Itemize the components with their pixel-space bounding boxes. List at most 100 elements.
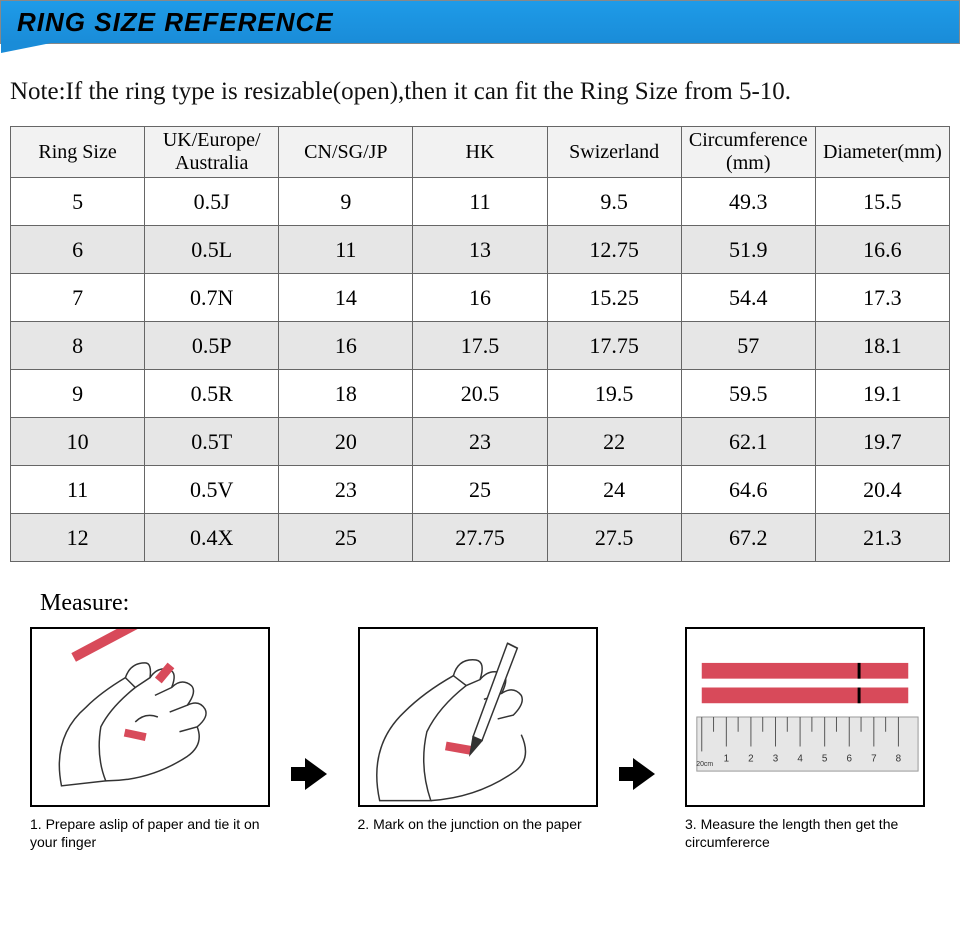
- svg-text:2: 2: [748, 753, 753, 764]
- table-cell: 0.5J: [145, 178, 279, 226]
- table-cell: 15.25: [547, 274, 681, 322]
- measure-steps: 1. Prepare aslip of paper and tie it on …: [0, 627, 960, 851]
- step-2-illustration: [358, 627, 598, 807]
- arrow-icon: [305, 758, 327, 790]
- table-cell: 7: [11, 274, 145, 322]
- table-cell: 19.7: [815, 418, 949, 466]
- table-cell: 0.5V: [145, 466, 279, 514]
- step-2: 2. Mark on the junction on the paper: [358, 627, 603, 833]
- arrow-icon: [633, 758, 655, 790]
- table-header-cell: HK: [413, 127, 547, 178]
- step-1-caption: 1. Prepare aslip of paper and tie it on …: [30, 815, 270, 851]
- table-cell: 11: [279, 226, 413, 274]
- table-cell: 0.7N: [145, 274, 279, 322]
- table-cell: 23: [413, 418, 547, 466]
- table-cell: 25: [279, 514, 413, 562]
- svg-text:4: 4: [797, 753, 803, 764]
- note-text: Note:If the ring type is resizable(open)…: [0, 44, 960, 126]
- table-cell: 27.5: [547, 514, 681, 562]
- table-cell: 22: [547, 418, 681, 466]
- table-row: 80.5P1617.517.755718.1: [11, 322, 950, 370]
- svg-text:3: 3: [773, 753, 779, 764]
- table-cell: 19.1: [815, 370, 949, 418]
- table-cell: 17.75: [547, 322, 681, 370]
- table-cell: 62.1: [681, 418, 815, 466]
- table-header-cell: UK/Europe/Australia: [145, 127, 279, 178]
- table-cell: 12: [11, 514, 145, 562]
- header-bar: RING SIZE REFERENCE: [0, 0, 960, 44]
- table-header-cell: Ring Size: [11, 127, 145, 178]
- svg-text:8: 8: [896, 753, 902, 764]
- table-cell: 18.1: [815, 322, 949, 370]
- table-cell: 51.9: [681, 226, 815, 274]
- table-cell: 15.5: [815, 178, 949, 226]
- svg-text:7: 7: [871, 753, 876, 764]
- table-cell: 27.75: [413, 514, 547, 562]
- table-cell: 0.5L: [145, 226, 279, 274]
- table-cell: 0.5R: [145, 370, 279, 418]
- table-cell: 64.6: [681, 466, 815, 514]
- table-cell: 59.5: [681, 370, 815, 418]
- table-row: 50.5J9119.549.315.5: [11, 178, 950, 226]
- table-cell: 49.3: [681, 178, 815, 226]
- table-header-cell: Diameter(mm): [815, 127, 949, 178]
- table-cell: 16: [413, 274, 547, 322]
- svg-text:6: 6: [847, 753, 853, 764]
- table-cell: 9: [279, 178, 413, 226]
- table-cell: 0.5P: [145, 322, 279, 370]
- table-header-cell: CN/SG/JP: [279, 127, 413, 178]
- measure-label: Measure:: [40, 590, 960, 617]
- table-cell: 17.5: [413, 322, 547, 370]
- table-row: 90.5R1820.519.559.519.1: [11, 370, 950, 418]
- table-cell: 25: [413, 466, 547, 514]
- table-cell: 17.3: [815, 274, 949, 322]
- table-cell: 5: [11, 178, 145, 226]
- table-cell: 9.5: [547, 178, 681, 226]
- step-1: 1. Prepare aslip of paper and tie it on …: [30, 627, 275, 851]
- step-1-illustration: [30, 627, 270, 807]
- size-table: Ring SizeUK/Europe/AustraliaCN/SG/JPHKSw…: [10, 126, 950, 562]
- table-body: 50.5J9119.549.315.560.5L111312.7551.916.…: [11, 178, 950, 562]
- table-cell: 10: [11, 418, 145, 466]
- table-cell: 11: [413, 178, 547, 226]
- header-title: RING SIZE REFERENCE: [17, 7, 334, 38]
- svg-text:1: 1: [724, 753, 729, 764]
- table-header-cell: Circumference(mm): [681, 127, 815, 178]
- step-3-caption: 3. Measure the length then get the circu…: [685, 815, 925, 851]
- table-cell: 9: [11, 370, 145, 418]
- table-cell: 23: [279, 466, 413, 514]
- table-cell: 57: [681, 322, 815, 370]
- table-cell: 20.5: [413, 370, 547, 418]
- header-tab-decoration: [1, 41, 61, 53]
- table-cell: 18: [279, 370, 413, 418]
- table-cell: 54.4: [681, 274, 815, 322]
- table-cell: 6: [11, 226, 145, 274]
- table-cell: 19.5: [547, 370, 681, 418]
- table-header-cell: Swizerland: [547, 127, 681, 178]
- table-header-row: Ring SizeUK/Europe/AustraliaCN/SG/JPHKSw…: [11, 127, 950, 178]
- table-cell: 0.4X: [145, 514, 279, 562]
- svg-text:20cm: 20cm: [696, 761, 713, 768]
- table-cell: 16.6: [815, 226, 949, 274]
- table-row: 70.7N141615.2554.417.3: [11, 274, 950, 322]
- table-cell: 14: [279, 274, 413, 322]
- table-cell: 0.5T: [145, 418, 279, 466]
- table-row: 60.5L111312.7551.916.6: [11, 226, 950, 274]
- table-cell: 11: [11, 466, 145, 514]
- table-cell: 67.2: [681, 514, 815, 562]
- table-cell: 12.75: [547, 226, 681, 274]
- step-2-caption: 2. Mark on the junction on the paper: [358, 815, 582, 833]
- table-cell: 21.3: [815, 514, 949, 562]
- table-row: 110.5V23252464.620.4: [11, 466, 950, 514]
- table-cell: 20: [279, 418, 413, 466]
- table-cell: 16: [279, 322, 413, 370]
- step-3-illustration: 1 2 3 4 5 6 7 8 20cm: [685, 627, 925, 807]
- table-row: 100.5T20232262.119.7: [11, 418, 950, 466]
- table-cell: 20.4: [815, 466, 949, 514]
- table-cell: 24: [547, 466, 681, 514]
- svg-text:5: 5: [822, 753, 828, 764]
- table-row: 120.4X2527.7527.567.221.3: [11, 514, 950, 562]
- table-cell: 8: [11, 322, 145, 370]
- table-cell: 13: [413, 226, 547, 274]
- step-3: 1 2 3 4 5 6 7 8 20cm 3. Measure the length t…: [685, 627, 930, 851]
